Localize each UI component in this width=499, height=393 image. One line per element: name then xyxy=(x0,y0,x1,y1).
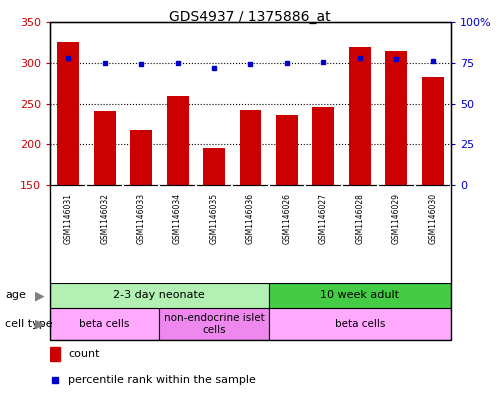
Bar xyxy=(349,47,371,185)
Text: GDS4937 / 1375886_at: GDS4937 / 1375886_at xyxy=(169,10,330,24)
Text: GSM1146028: GSM1146028 xyxy=(355,193,364,244)
Text: ▶: ▶ xyxy=(35,289,45,302)
Bar xyxy=(203,147,225,185)
Text: GSM1146033: GSM1146033 xyxy=(137,193,146,244)
Text: ▶: ▶ xyxy=(35,318,45,331)
Bar xyxy=(57,42,79,185)
Bar xyxy=(159,308,269,340)
Bar xyxy=(269,283,451,308)
Text: GSM1146036: GSM1146036 xyxy=(246,193,255,244)
Text: GSM1146032: GSM1146032 xyxy=(100,193,109,244)
Bar xyxy=(276,115,298,185)
Bar xyxy=(50,308,159,340)
Text: count: count xyxy=(68,349,99,359)
Text: GSM1146029: GSM1146029 xyxy=(392,193,401,244)
Text: 10 week adult: 10 week adult xyxy=(320,290,399,301)
Bar xyxy=(312,107,334,185)
Text: GSM1146030: GSM1146030 xyxy=(428,193,437,244)
Bar xyxy=(50,283,269,308)
Text: beta cells: beta cells xyxy=(335,319,385,329)
Text: GSM1146027: GSM1146027 xyxy=(319,193,328,244)
Bar xyxy=(167,96,189,185)
Text: GSM1146026: GSM1146026 xyxy=(282,193,291,244)
Bar xyxy=(385,51,407,185)
Text: non-endocrine islet
cells: non-endocrine islet cells xyxy=(164,313,264,335)
Bar xyxy=(240,110,261,185)
Bar xyxy=(269,308,451,340)
Text: beta cells: beta cells xyxy=(79,319,130,329)
Text: GSM1146034: GSM1146034 xyxy=(173,193,182,244)
Bar xyxy=(130,130,152,185)
Text: age: age xyxy=(5,290,26,301)
Text: GSM1146035: GSM1146035 xyxy=(210,193,219,244)
Bar xyxy=(422,77,444,185)
Text: 2-3 day neonate: 2-3 day neonate xyxy=(113,290,205,301)
Bar xyxy=(50,347,60,362)
Text: GSM1146031: GSM1146031 xyxy=(64,193,73,244)
Text: cell type: cell type xyxy=(5,319,52,329)
Bar xyxy=(94,111,116,185)
Text: percentile rank within the sample: percentile rank within the sample xyxy=(68,375,256,385)
